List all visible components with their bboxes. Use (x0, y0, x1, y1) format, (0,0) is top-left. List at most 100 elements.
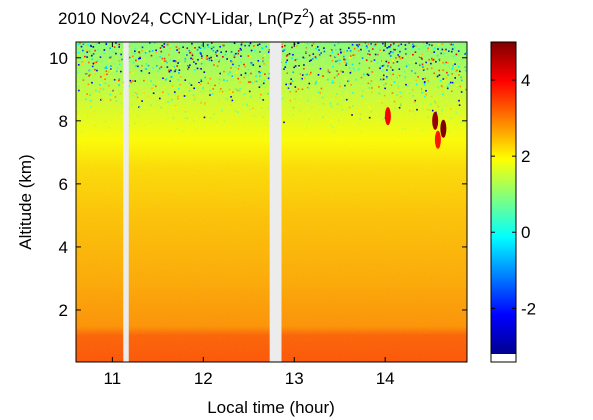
noise-speckle (336, 74, 339, 77)
noise-speckle (350, 84, 352, 86)
noise-speckle (291, 46, 293, 49)
noise-speckle (200, 62, 203, 65)
noise-speckle (344, 69, 347, 72)
noise-speckle (120, 53, 122, 56)
noise-speckle (121, 98, 124, 100)
noise-speckle (177, 97, 179, 100)
noise-speckle (103, 49, 106, 51)
noise-speckle (172, 60, 175, 62)
noise-speckle (465, 51, 467, 54)
noise-speckle (451, 73, 454, 75)
noise-speckle (89, 94, 91, 96)
noise-speckle (243, 63, 245, 66)
noise-speckle (434, 47, 436, 49)
noise-speckle (426, 42, 428, 45)
noise-speckle (316, 46, 319, 48)
noise-speckle (339, 101, 341, 103)
noise-speckle (333, 76, 336, 79)
noise-speckle (286, 54, 289, 56)
noise-speckle (170, 69, 172, 72)
noise-speckle (247, 81, 250, 83)
noise-speckle (268, 49, 271, 51)
noise-speckle (368, 50, 370, 52)
noise-speckle (289, 91, 292, 93)
colorbar-tick-label: -2 (521, 299, 536, 318)
noise-speckle (399, 91, 402, 94)
noise-speckle (206, 58, 208, 60)
noise-speckle (114, 45, 116, 47)
chart-title: 2010 Nov24, CCNY-Lidar, Ln(Pz2) at 355-n… (58, 6, 396, 28)
noise-speckle (262, 82, 265, 85)
noise-speckle (334, 95, 337, 98)
noise-speckle (130, 52, 133, 54)
noise-speckle (90, 63, 93, 66)
noise-speckle (397, 54, 399, 56)
noise-speckle (82, 49, 84, 52)
noise-speckle (259, 51, 261, 53)
noise-speckle (96, 54, 99, 57)
noise-speckle (119, 47, 121, 49)
noise-speckle (182, 49, 185, 52)
noise-speckle (264, 85, 266, 88)
noise-speckle (160, 66, 163, 68)
noise-speckle (390, 84, 393, 86)
noise-speckle (100, 82, 102, 85)
noise-speckle (438, 74, 441, 76)
noise-speckle (457, 88, 460, 91)
noise-speckle (331, 126, 334, 128)
noise-speckle (228, 58, 230, 61)
noise-speckle (234, 45, 237, 48)
noise-speckle (204, 104, 207, 107)
noise-speckle (430, 62, 432, 65)
noise-speckle (107, 70, 110, 73)
noise-speckle (220, 51, 222, 54)
noise-speckle (395, 57, 397, 59)
noise-speckle (218, 90, 221, 93)
noise-speckle (200, 59, 202, 62)
noise-speckle (201, 55, 203, 57)
noise-speckle (454, 77, 457, 79)
noise-speckle (382, 91, 385, 93)
noise-speckle (81, 61, 83, 63)
noise-speckle (239, 117, 242, 120)
noise-speckle (368, 105, 370, 108)
noise-speckle (361, 95, 363, 97)
noise-speckle (305, 128, 307, 130)
noise-speckle (233, 56, 236, 59)
noise-speckle (347, 80, 350, 83)
noise-speckle (422, 92, 425, 94)
noise-speckle (204, 102, 207, 104)
noise-speckle (465, 69, 467, 72)
noise-speckle (195, 62, 197, 65)
noise-speckle (458, 104, 461, 106)
noise-speckle (178, 51, 180, 54)
noise-speckle (425, 61, 427, 64)
noise-speckle (381, 102, 383, 104)
noise-speckle (289, 99, 292, 102)
noise-speckle (162, 91, 164, 94)
noise-speckle (265, 80, 268, 82)
noise-speckle (114, 55, 117, 58)
noise-speckle (390, 44, 392, 46)
noise-speckle (339, 82, 341, 85)
noise-speckle (441, 48, 444, 51)
noise-speckle (168, 70, 171, 73)
noise-speckle (342, 71, 344, 73)
noise-speckle (408, 79, 411, 81)
noise-speckle (361, 48, 363, 50)
noise-speckle (306, 51, 308, 54)
noise-speckle (109, 56, 111, 59)
noise-speckle (141, 100, 143, 102)
noise-speckle (322, 89, 324, 92)
noise-speckle (79, 42, 81, 45)
noise-speckle (176, 72, 179, 74)
noise-speckle (151, 110, 153, 113)
noise-speckle (234, 88, 237, 90)
noise-speckle (201, 57, 203, 60)
noise-speckle (214, 51, 217, 54)
noise-speckle (259, 65, 261, 68)
noise-speckle (336, 103, 339, 105)
noise-speckle (92, 53, 95, 55)
noise-speckle (434, 102, 437, 104)
noise-speckle (177, 95, 179, 98)
